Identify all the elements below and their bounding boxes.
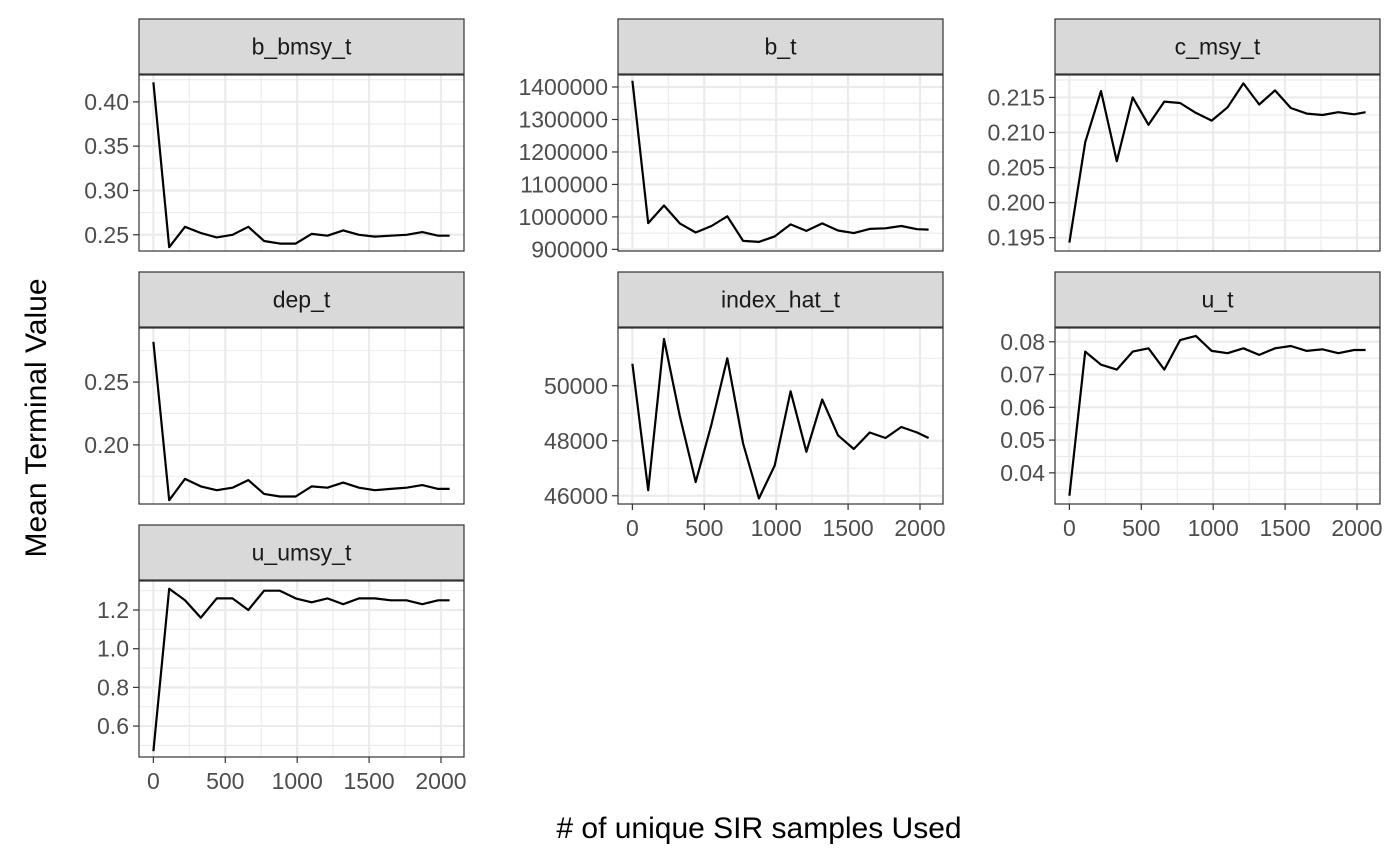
panel-background <box>139 328 464 504</box>
panel-background <box>618 75 943 251</box>
y-tick-label: 0.25 <box>84 222 129 248</box>
x-tick-label: 0 <box>1063 515 1076 541</box>
panel-background <box>139 75 464 251</box>
facet-strip <box>138 18 465 75</box>
series-line-u_umsy_t <box>152 587 450 752</box>
facet-panel-c_msy_t: c_msy_t 0.195 0.200 0.205 0.210 0.215 <box>987 18 1381 252</box>
y-tick-label: 0.195 <box>987 225 1045 251</box>
x-tick-label: 1000 <box>1188 515 1239 541</box>
y-tick-label: 0.20 <box>84 432 129 458</box>
y-tick-label: 1100000 <box>520 171 608 197</box>
panel-border <box>138 327 465 505</box>
y-tick-label: 0.30 <box>84 177 129 203</box>
x-tick-label: 0 <box>626 515 639 541</box>
y-tick-label: 0.25 <box>84 369 129 395</box>
y-tick-label: 1400000 <box>518 74 608 100</box>
y-tick-label: 1000000 <box>518 204 608 230</box>
facet-strip <box>1054 18 1381 75</box>
facet-panel-b_t: b_t 900000 1000000 1100000 1200000 1300000 140… <box>518 18 944 262</box>
y-axis-title: Mean Terminal Value <box>20 278 53 557</box>
facet-strip <box>138 271 465 328</box>
x-tick-label: 500 <box>1122 515 1160 541</box>
y-tick-label: 0.205 <box>987 155 1045 181</box>
y-tick-label: 0.07 <box>1000 362 1045 388</box>
y-tick-label: 900000 <box>531 236 608 262</box>
y-tick-label: 46000 <box>544 483 608 509</box>
facet-panels: b_bmsy_t0.250.300.350.40b_t9000001000000… <box>84 18 1383 794</box>
y-tick-label: 1.2 <box>97 597 129 623</box>
y-tick-label: 0.8 <box>97 674 129 700</box>
panel-border <box>138 74 465 252</box>
facet-strip-label: b_t <box>765 34 798 60</box>
panel-background <box>618 328 943 504</box>
x-tick-label: 0 <box>147 768 160 794</box>
y-tick-label: 50000 <box>544 373 608 399</box>
facet-panel-dep_t: dep_t 0.20 0.25 <box>84 271 465 505</box>
panel-border <box>617 327 944 505</box>
panel-border <box>617 74 944 252</box>
x-tick-label: 2000 <box>1331 515 1382 541</box>
facet-strip-label: c_msy_t <box>1175 34 1261 60</box>
x-tick-label: 2000 <box>894 515 945 541</box>
facet-strip-label: b_bmsy_t <box>252 34 352 60</box>
series-line-index_hat_t <box>631 337 930 500</box>
panel-background <box>1055 75 1380 251</box>
y-tick-label: 0.35 <box>84 133 129 159</box>
facet-strip <box>1054 271 1381 328</box>
facet-strip <box>138 524 465 581</box>
panel-border <box>1054 327 1381 505</box>
series-line-c_msy_t <box>1068 82 1366 243</box>
y-tick-label: 0.40 <box>84 89 129 115</box>
y-tick-label: 48000 <box>544 428 608 454</box>
x-tick-label: 1500 <box>344 768 395 794</box>
y-tick-label: 1200000 <box>518 139 608 165</box>
y-tick-label: 0.06 <box>1000 394 1045 420</box>
facet-panel-u_umsy_t: u_umsy_t 0.6 0.8 1.0 1.2 0 500 1000 1500 2000 <box>97 524 467 794</box>
facet-panel-b_bmsy_t: b_bmsy_t 0.25 0.30 0.35 0.40 <box>84 18 465 252</box>
x-axis-title: # of unique SIR samples Used <box>556 812 961 845</box>
x-tick-label: 500 <box>685 515 723 541</box>
panel-background <box>1055 328 1380 504</box>
y-tick-label: 0.08 <box>1000 329 1045 355</box>
facet-strip-label: u_t <box>1202 287 1235 313</box>
y-tick-label: 1300000 <box>518 106 608 132</box>
series-line-b_t <box>631 80 929 243</box>
y-tick-label: 0.200 <box>987 190 1045 216</box>
panel-border <box>1054 74 1381 252</box>
facet-strip <box>617 18 944 75</box>
y-tick-label: 0.04 <box>1000 460 1045 486</box>
facet-panel-index_hat_t: index_hat_t 46000 48000 50000 0 500 1000 1500 20… <box>544 271 946 541</box>
y-tick-label: 0.05 <box>1000 427 1045 453</box>
y-tick-label: 0.215 <box>987 84 1045 110</box>
y-tick-label: 0.6 <box>97 713 129 739</box>
series-line-u_t <box>1068 334 1366 496</box>
x-tick-label: 1500 <box>1260 515 1311 541</box>
x-tick-label: 1500 <box>823 515 874 541</box>
panel-border <box>138 580 465 758</box>
y-tick-label: 0.210 <box>987 119 1045 145</box>
x-tick-label: 1000 <box>272 768 323 794</box>
facet-panel-u_t: u_t 0.04 0.05 0.06 0.07 0.08 0 500 1000 1500 2000 <box>1000 271 1383 541</box>
x-tick-label: 500 <box>206 768 244 794</box>
facet-strip-label: u_umsy_t <box>252 540 352 566</box>
series-line-dep_t <box>152 341 450 502</box>
x-tick-label: 1000 <box>751 515 802 541</box>
panel-background <box>139 581 464 757</box>
facet-strip <box>617 271 944 328</box>
y-tick-label: 1.0 <box>97 636 129 662</box>
series-line-b_bmsy_t <box>152 82 450 249</box>
facet-strip-label: dep_t <box>273 287 331 313</box>
x-tick-label: 2000 <box>415 768 466 794</box>
facet-strip-label: index_hat_t <box>721 287 841 313</box>
